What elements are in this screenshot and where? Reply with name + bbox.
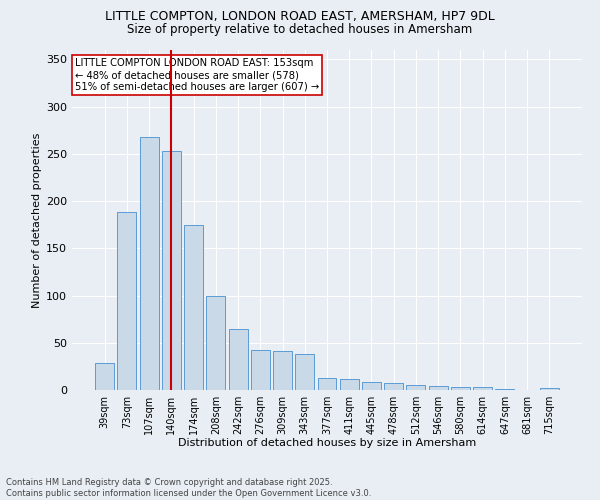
Text: Contains HM Land Registry data © Crown copyright and database right 2025.
Contai: Contains HM Land Registry data © Crown c… [6, 478, 371, 498]
Bar [406, 386, 425, 390]
Bar [473, 387, 492, 390]
Y-axis label: Number of detached properties: Number of detached properties [32, 132, 42, 308]
Bar [206, 296, 225, 390]
Bar [140, 137, 158, 390]
Bar [162, 151, 181, 390]
Bar [384, 384, 403, 390]
Bar [251, 350, 270, 390]
Bar [429, 386, 448, 390]
Text: LITTLE COMPTON, LONDON ROAD EAST, AMERSHAM, HP7 9DL: LITTLE COMPTON, LONDON ROAD EAST, AMERSH… [105, 10, 495, 23]
Bar [362, 382, 381, 390]
X-axis label: Distribution of detached houses by size in Amersham: Distribution of detached houses by size … [178, 438, 476, 448]
Bar [229, 328, 248, 390]
Bar [451, 387, 470, 390]
Text: Size of property relative to detached houses in Amersham: Size of property relative to detached ho… [127, 22, 473, 36]
Bar [340, 378, 359, 390]
Bar [273, 352, 292, 390]
Text: LITTLE COMPTON LONDON ROAD EAST: 153sqm
← 48% of detached houses are smaller (57: LITTLE COMPTON LONDON ROAD EAST: 153sqm … [74, 58, 319, 92]
Bar [496, 389, 514, 390]
Bar [184, 224, 203, 390]
Bar [118, 212, 136, 390]
Bar [540, 388, 559, 390]
Bar [295, 354, 314, 390]
Bar [95, 362, 114, 390]
Bar [317, 378, 337, 390]
